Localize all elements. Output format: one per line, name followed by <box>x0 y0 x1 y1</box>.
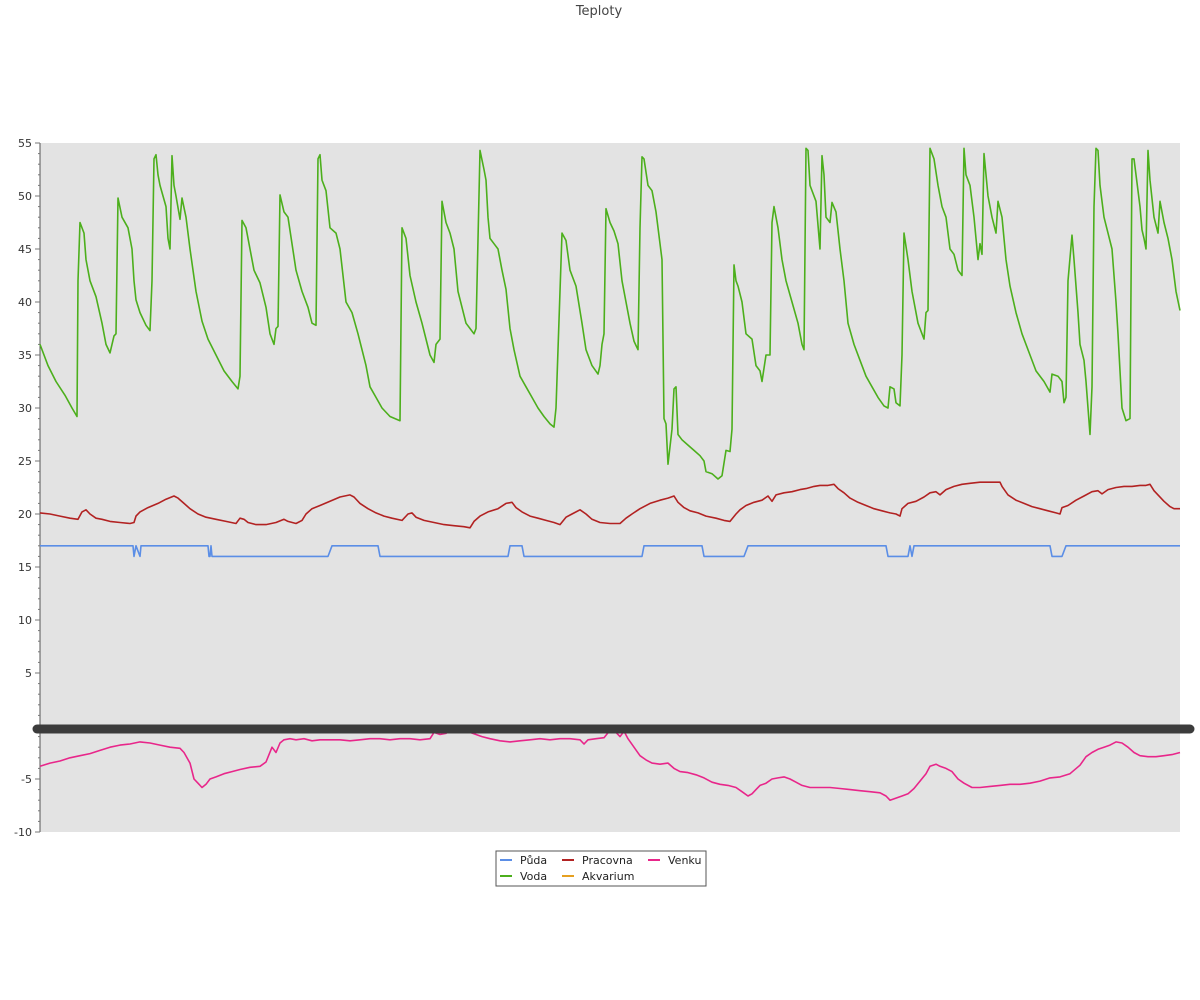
legend-label: Akvarium <box>582 870 634 883</box>
y-tick-label: 5 <box>25 667 32 680</box>
y-tick-label: 45 <box>18 243 32 256</box>
legend-label: Pracovna <box>582 854 633 867</box>
legend: Půda Voda Pracovna Akvarium Venku <box>495 850 707 887</box>
y-tick-label: 10 <box>18 614 32 627</box>
y-tick-label: 55 <box>18 137 32 150</box>
y-tick-label: 35 <box>18 349 32 362</box>
y-tick-label: 30 <box>18 402 32 415</box>
y-tick-label: 20 <box>18 508 32 521</box>
y-tick-label: -10 <box>14 826 32 839</box>
plot-area <box>40 143 1180 832</box>
legend-label: Voda <box>520 870 547 883</box>
y-tick-label: -5 <box>21 773 32 786</box>
legend-label: Půda <box>520 854 547 867</box>
legend-box <box>495 850 707 887</box>
y-tick-label: 50 <box>18 190 32 203</box>
series-line-půda <box>40 544 1180 558</box>
series-line-pracovna <box>39 481 1180 529</box>
legend-label: Venku <box>668 854 701 867</box>
series-line-voda <box>39 147 1181 480</box>
y-axis: 55 50 45 40 35 30 25 20 15 10 5 -5 -10 <box>14 137 41 839</box>
y-tick-label: 40 <box>18 296 32 309</box>
series-line-venku <box>39 725 1181 802</box>
chart-title: Teploty <box>575 4 623 19</box>
y-tick-label: 15 <box>18 561 32 574</box>
y-tick-label: 25 <box>18 455 32 468</box>
